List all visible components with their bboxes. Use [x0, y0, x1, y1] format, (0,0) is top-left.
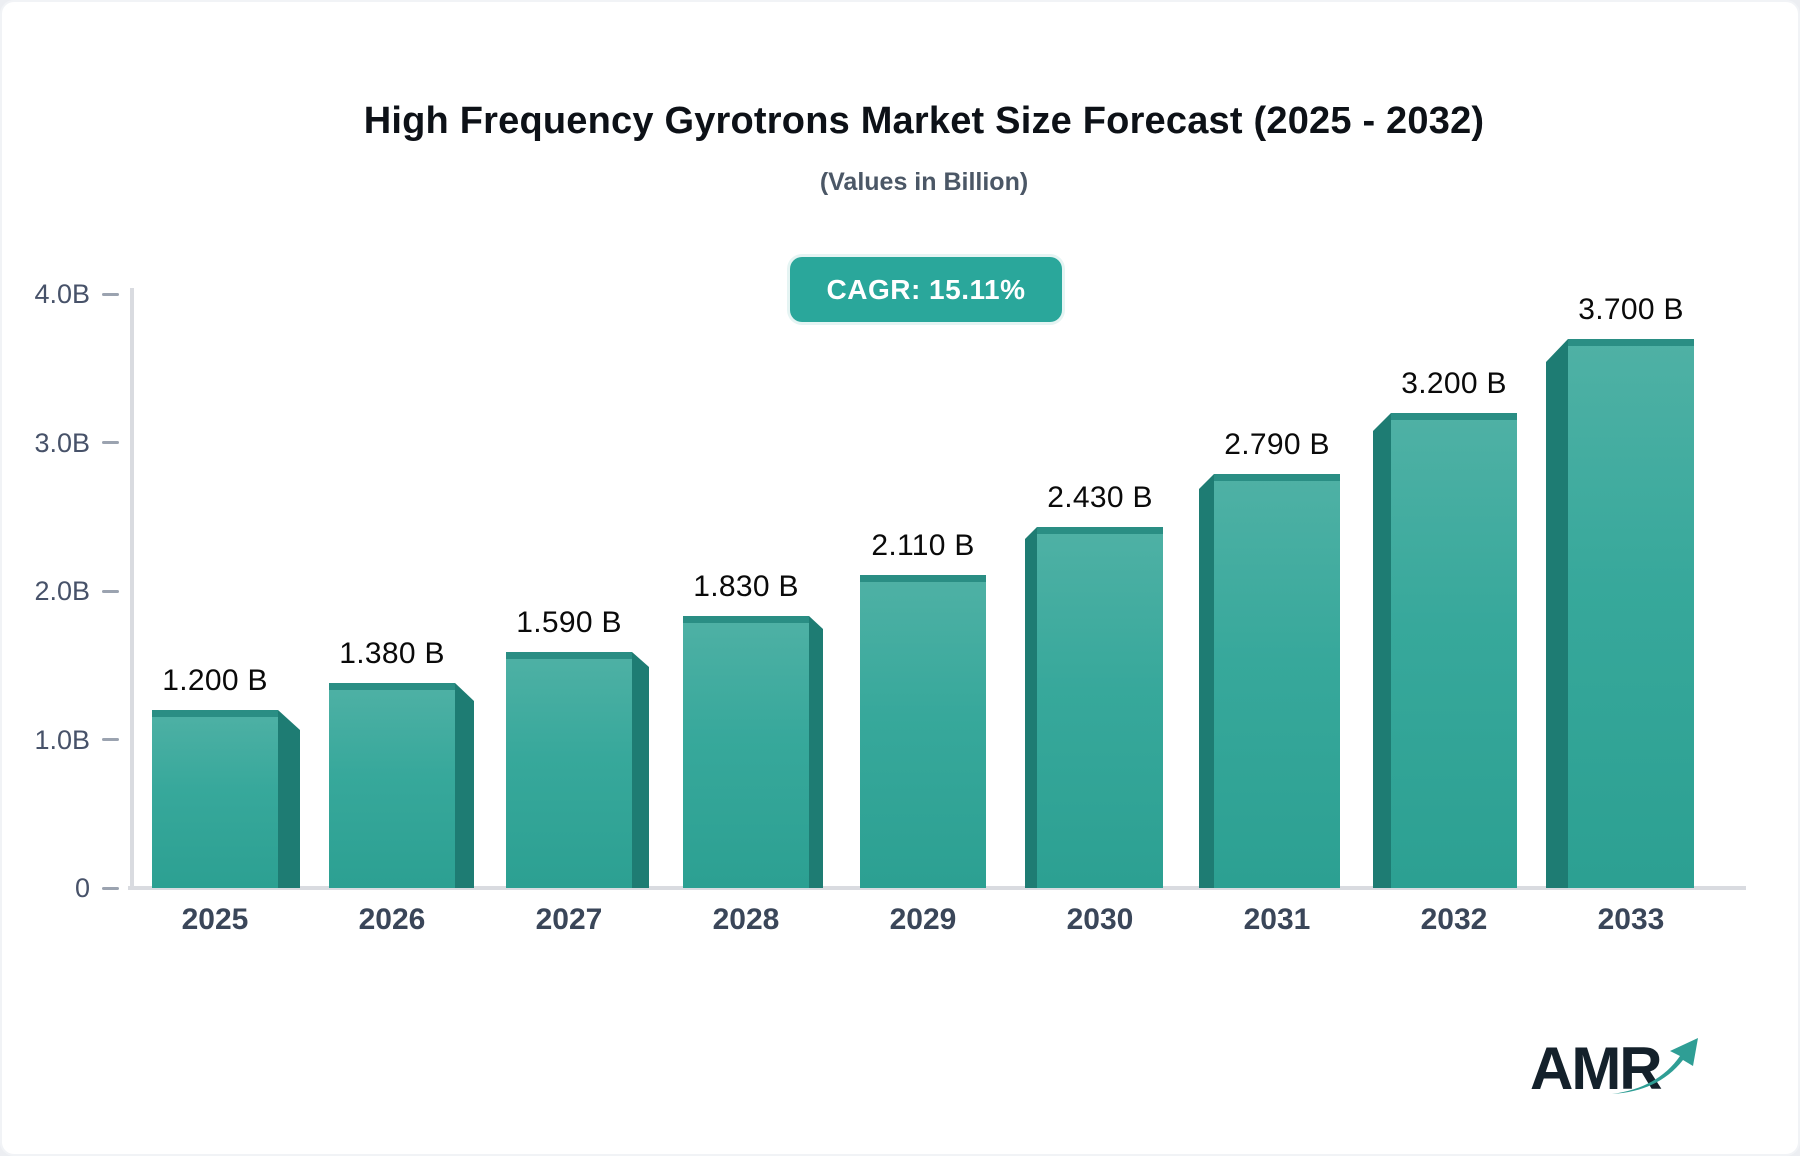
chart-title: High Frequency Gyrotrons Market Size For… — [363, 100, 1485, 142]
x-axis-label-2026: 2026 — [358, 903, 426, 936]
bar-side-face — [455, 683, 474, 888]
bar-top-edge — [683, 616, 809, 623]
x-axis-label-2032: 2032 — [1420, 903, 1488, 936]
growth-arrow-icon — [1612, 1038, 1698, 1094]
bar-side-face — [1199, 474, 1214, 888]
bar-2032 — [1391, 413, 1517, 888]
bar-2030 — [1037, 527, 1163, 888]
bar-top-edge — [1391, 413, 1517, 420]
bar-top-edge — [1037, 527, 1163, 534]
bar-2029 — [860, 575, 986, 888]
x-axis-label-2028: 2028 — [712, 903, 780, 936]
x-axis-label-2031: 2031 — [1243, 903, 1311, 936]
bar-top-edge — [1568, 339, 1694, 346]
y-tick-label: 2.0B — [34, 576, 90, 606]
bar-side-face — [278, 710, 300, 888]
bar-value-label: 3.200 B — [1401, 367, 1507, 400]
bar-top-edge — [152, 710, 278, 717]
y-tick-mark — [102, 292, 119, 296]
bar-value-label: 2.110 B — [871, 529, 975, 562]
bar-side-face — [809, 616, 823, 888]
bar-2026 — [329, 683, 455, 888]
y-tick-label: 4.0B — [34, 279, 90, 309]
bar-value-label: 1.830 B — [693, 570, 799, 603]
bar-2027 — [506, 652, 632, 888]
x-axis-label-2027: 2027 — [535, 903, 603, 936]
y-axis-line — [130, 288, 134, 890]
bar-2028 — [683, 616, 809, 888]
chart-subtitle: (Values in Billion) — [819, 168, 1029, 196]
x-axis-label-2033: 2033 — [1597, 903, 1665, 936]
bar-2025 — [152, 710, 278, 888]
bar-side-face — [632, 652, 649, 888]
y-tick-label: 1.0B — [34, 724, 90, 755]
x-axis-label-2030: 2030 — [1066, 903, 1134, 936]
bar-top-edge — [329, 683, 455, 690]
bar-value-label: 1.200 B — [162, 664, 268, 697]
bar-side-face — [1373, 413, 1391, 888]
y-tick-label: 0 — [74, 873, 90, 903]
cagr-badge: CAGR: 15.11% — [790, 257, 1062, 322]
bar-side-face — [1546, 339, 1568, 888]
bar-top-edge — [506, 652, 632, 659]
y-tick-mark — [102, 886, 119, 890]
y-tick-mark — [102, 589, 119, 593]
bar-value-label: 1.380 B — [339, 637, 445, 670]
amr-logo: AMR — [1530, 1034, 1720, 1114]
bar-value-label: 3.700 B — [1578, 293, 1684, 326]
bar-top-edge — [860, 575, 986, 582]
bar-top-edge — [1214, 474, 1340, 481]
bar-2033 — [1568, 339, 1694, 888]
y-tick-mark — [102, 738, 119, 741]
y-tick-label: 3.0B — [34, 427, 90, 458]
amr-logo-text: AMR — [1530, 1035, 1663, 1102]
x-axis-line — [128, 886, 1746, 890]
bar-value-label: 2.790 B — [1224, 428, 1330, 461]
bar-2031 — [1214, 474, 1340, 888]
y-tick-mark — [102, 441, 119, 444]
bar-value-label: 2.430 B — [1047, 481, 1153, 514]
bar-side-face — [1025, 527, 1037, 888]
x-axis-label-2025: 2025 — [181, 903, 249, 936]
x-axis-label-2029: 2029 — [889, 903, 957, 936]
bar-value-label: 1.590 B — [516, 606, 622, 639]
